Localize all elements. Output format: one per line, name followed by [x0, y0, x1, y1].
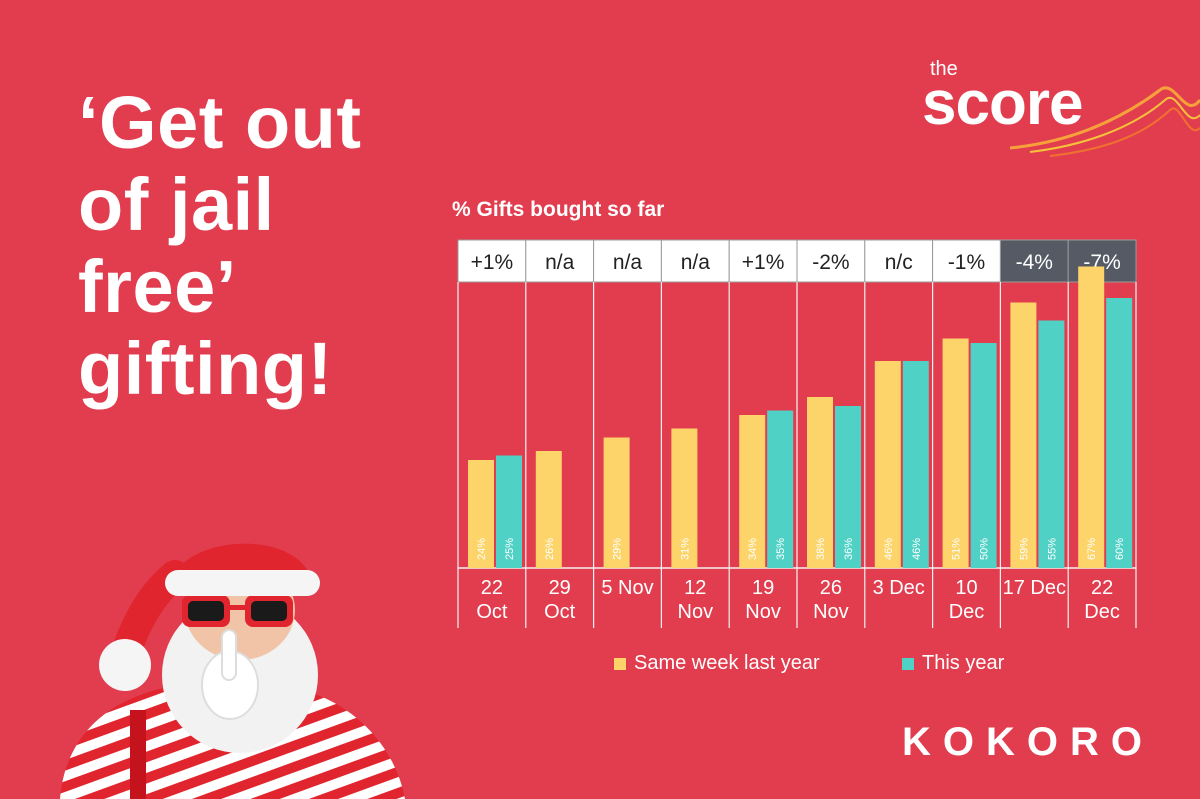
santa-illustration	[60, 543, 405, 799]
kokoro-logo: KOKORO	[902, 720, 1154, 764]
label-last-year: 38%	[815, 538, 827, 560]
x-tick-label: 10	[955, 577, 977, 599]
x-tick-label: 29	[549, 577, 571, 599]
change-label: -2%	[812, 251, 849, 274]
x-tick-label: Dec	[1084, 601, 1120, 623]
bar-last-year	[874, 361, 901, 568]
bar-last-year	[1078, 266, 1105, 568]
change-box	[660, 239, 730, 283]
x-tick-label: Dec	[949, 601, 985, 623]
change-label: n/a	[613, 251, 643, 274]
x-tick-label: Nov	[745, 601, 781, 623]
x-tick-label: 17 Dec	[1003, 577, 1066, 599]
x-tick-label: 3 Dec	[873, 577, 925, 599]
legend-label-this-year: This year	[922, 652, 1005, 674]
change-label: n/a	[545, 251, 575, 274]
label-last-year: 26%	[544, 538, 556, 560]
x-tick-label: 19	[752, 577, 774, 599]
bar-this-year	[496, 455, 522, 568]
logo-wave-icon	[1010, 86, 1200, 157]
change-box	[932, 239, 1001, 283]
label-this-year: 50%	[979, 538, 991, 560]
change-box	[525, 239, 595, 283]
x-tick-label: 26	[820, 577, 842, 599]
x-tick-label: Nov	[813, 601, 849, 623]
label-last-year: 46%	[883, 538, 895, 560]
bar-this-year	[902, 361, 929, 568]
headline: ‘Get out of jail free’ gifting!	[78, 82, 458, 410]
bar-this-year	[1106, 298, 1133, 568]
headline-line-3: free’	[78, 245, 237, 328]
change-label: +1%	[471, 251, 514, 274]
x-tick-label: 12	[684, 577, 706, 599]
x-tick-label: 22	[1091, 577, 1113, 599]
chart-title: % Gifts bought so far	[452, 198, 665, 221]
bar-this-year	[1038, 320, 1065, 568]
label-last-year: 67%	[1086, 538, 1098, 560]
label-this-year: 55%	[1046, 538, 1058, 560]
label-last-year: 34%	[747, 538, 759, 560]
label-last-year: 29%	[612, 538, 624, 560]
x-tick-label: Oct	[544, 601, 576, 623]
bar-this-year	[767, 410, 794, 568]
bar-this-year	[970, 343, 997, 568]
bar-this-year	[835, 406, 861, 568]
x-tick-label: 22	[481, 577, 503, 599]
logo-score-text: score	[922, 69, 1083, 138]
logo-the-text: the	[930, 58, 958, 80]
legend-swatch-last-year	[614, 657, 626, 670]
label-last-year: 31%	[679, 538, 691, 560]
x-tick-label: 5 Nov	[601, 577, 653, 599]
headline-line-4: gifting!	[78, 327, 333, 410]
headline-line-2: of jail	[78, 163, 275, 246]
x-tick-label: Nov	[678, 601, 714, 623]
bar-last-year	[603, 437, 630, 568]
label-this-year: 60%	[1114, 538, 1126, 560]
label-this-year: 25%	[504, 538, 516, 560]
label-last-year: 51%	[951, 538, 963, 560]
legend-last-year: Same week last year	[614, 652, 820, 675]
change-label: n/a	[681, 251, 711, 274]
change-box	[728, 239, 798, 283]
bar-last-year	[535, 451, 562, 568]
bar-last-year	[671, 428, 698, 568]
bar-last-year	[468, 460, 494, 568]
label-last-year: 24%	[476, 538, 488, 560]
change-box	[457, 239, 527, 283]
bar-last-year	[739, 415, 766, 568]
change-box	[999, 239, 1069, 283]
label-this-year: 35%	[775, 538, 787, 560]
bar-last-year	[942, 338, 969, 568]
change-box	[864, 239, 934, 283]
change-label: -1%	[948, 251, 985, 274]
bar-last-year	[807, 397, 833, 568]
label-this-year: 46%	[911, 538, 923, 560]
x-tick-label: Oct	[476, 601, 508, 623]
legend-label-last-year: Same week last year	[634, 652, 820, 674]
change-box	[593, 239, 662, 283]
change-label: -4%	[1016, 251, 1053, 274]
headline-line-1: ‘Get out	[78, 81, 362, 164]
legend-this-year: This year	[902, 652, 1004, 675]
label-last-year: 59%	[1018, 538, 1030, 560]
legend-swatch-this-year	[902, 657, 914, 670]
change-label: n/c	[885, 251, 913, 274]
bar-last-year	[1010, 302, 1037, 568]
change-box	[796, 239, 866, 283]
label-this-year: 36%	[843, 538, 855, 560]
change-label: +1%	[742, 251, 785, 274]
